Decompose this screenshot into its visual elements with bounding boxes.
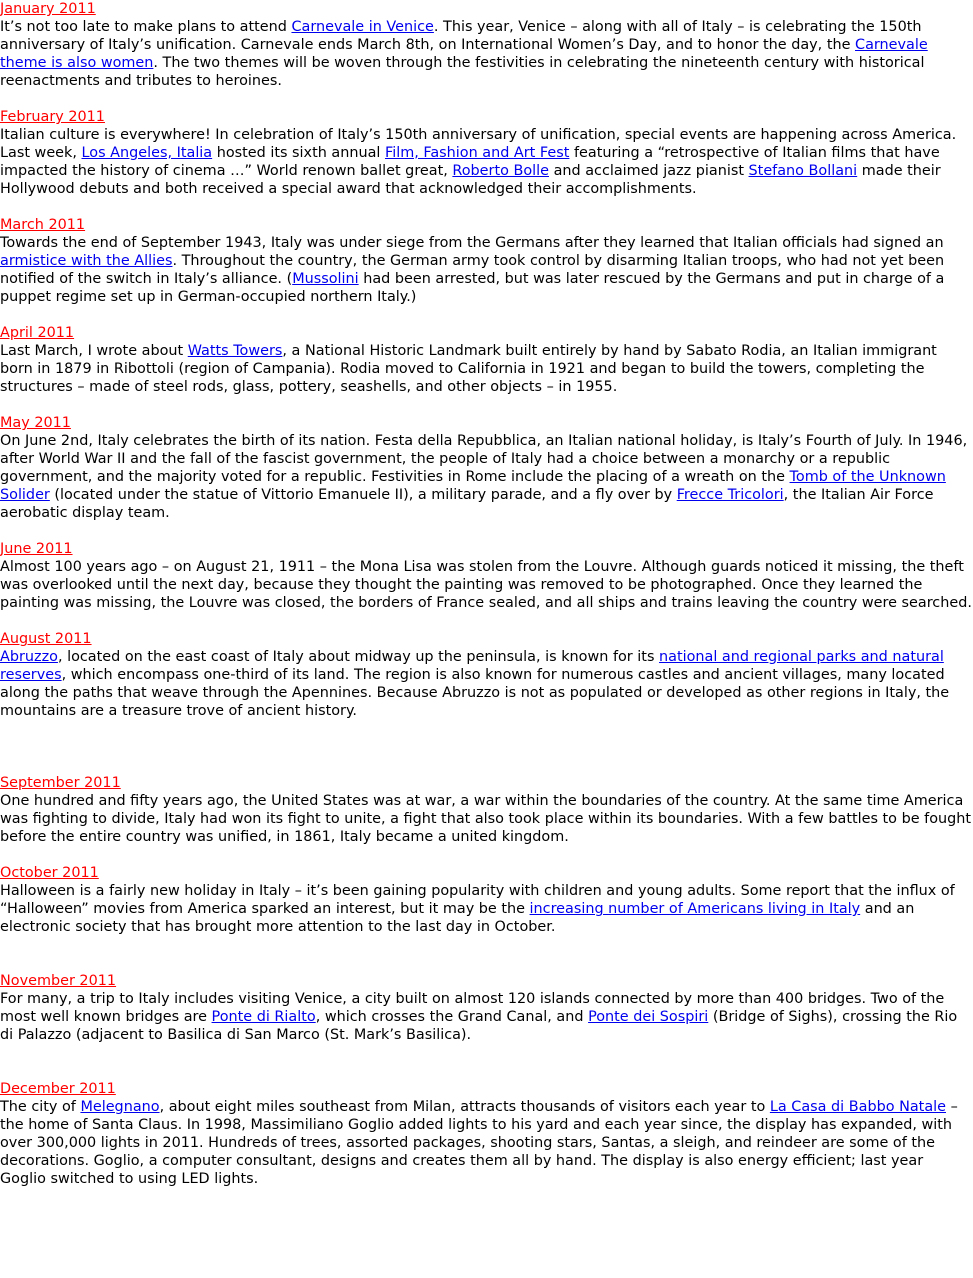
entry-heading-link[interactable]: December 2011 (0, 1081, 116, 1097)
entry-september-2011: September 2011 One hundred and fifty yea… (0, 774, 973, 846)
entry-body-text: Abruzzo, located on the east coast of It… (0, 648, 973, 720)
entry-heading-link[interactable]: November 2011 (0, 973, 117, 989)
entry-heading-link[interactable]: March 2011 (0, 217, 86, 233)
inline-link[interactable]: Los Angeles, Italia (81, 145, 213, 161)
inline-link[interactable]: increasing number of Americans living in… (529, 901, 861, 917)
body-text-run: , which encompass one-third of its land.… (0, 667, 950, 719)
body-text-run: Last March, I wrote about (0, 343, 188, 359)
entry-spacer (0, 90, 973, 108)
body-text-run: featuring a “retrospective of Italian fi… (0, 145, 940, 179)
inline-link[interactable]: Film, Fashion and Art Fest (384, 145, 570, 161)
entry-heading-link[interactable]: October 2011 (0, 865, 99, 881)
entry-april-2011: April 2011 Last March, I wrote about Watt… (0, 324, 973, 396)
entry-body-text: Last March, I wrote about Watts Towers, … (0, 342, 973, 396)
body-text-run: – the home of Santa Claus. In 1998, Mass… (0, 1099, 958, 1187)
entry-heading-link[interactable]: May 2011 (0, 415, 71, 431)
entry-march-2011: March 2011 Towards the end of September … (0, 216, 973, 306)
entry-june-2011: June 2011 Almost 100 years ago – on Augu… (0, 540, 973, 612)
entry-spacer (0, 1044, 973, 1080)
body-text-run: One hundred and fifty years ago, the Uni… (0, 793, 972, 845)
inline-link[interactable]: Carnevale in Venice (291, 19, 434, 35)
inline-link[interactable]: Ponte dei Sospiri (588, 1009, 709, 1025)
entry-november-2011: November 2011 For many, a trip to Italy … (0, 972, 973, 1044)
body-text-run: (located under the statue of Vittorio Em… (49, 487, 677, 503)
inline-link[interactable]: Carnevale theme is also women (0, 37, 928, 71)
body-text-run: . This year, Venice – along with all of … (0, 19, 922, 53)
entry-january-2011: January 2011 It’s not too late to make p… (0, 0, 973, 90)
body-text-run: . Throughout the country, the German arm… (0, 253, 945, 287)
inline-link[interactable]: Melegnano (80, 1099, 160, 1115)
entry-december-2011: December 2011 The city of Melegnano, abo… (0, 1080, 973, 1188)
entry-body-text: Almost 100 years ago – on August 21, 191… (0, 558, 973, 612)
body-text-run: had been arrested, but was later rescued… (0, 271, 945, 305)
entry-spacer (0, 720, 973, 774)
entry-heading-link[interactable]: September 2011 (0, 775, 121, 791)
entry-body-text: For many, a trip to Italy includes visit… (0, 990, 973, 1044)
entry-heading-link[interactable]: August 2011 (0, 631, 92, 647)
body-text-run: (Bridge of Sighs), crossing the Rio di P… (0, 1009, 958, 1043)
entry-spacer (0, 1188, 973, 1224)
entry-may-2011: May 2011 On June 2nd, Italy celebrates t… (0, 414, 973, 522)
body-text-run: . The two themes will be woven through t… (0, 55, 925, 89)
body-text-run: For many, a trip to Italy includes visit… (0, 991, 945, 1025)
article-page: January 2011 It’s not too late to make p… (0, 0, 973, 1224)
entry-body-text: One hundred and fifty years ago, the Uni… (0, 792, 973, 846)
body-text-run: The city of (0, 1099, 81, 1115)
inline-link[interactable]: Stefano Bollani (748, 163, 858, 179)
inline-link[interactable]: Ponte di Rialto (211, 1009, 316, 1025)
body-text-run: Almost 100 years ago – on August 21, 191… (0, 559, 972, 611)
entry-spacer (0, 612, 973, 630)
inline-link[interactable]: Watts Towers (187, 343, 283, 359)
entry-heading-link[interactable]: April 2011 (0, 325, 75, 341)
inline-link[interactable]: Mussolini (292, 271, 359, 287)
entry-spacer (0, 306, 973, 324)
entry-october-2011: October 2011 Halloween is a fairly new h… (0, 864, 973, 936)
entry-body-text: Last week, Los Angeles, Italia hosted it… (0, 144, 973, 198)
entry-body-text: On June 2nd, Italy celebrates the birth … (0, 432, 973, 522)
body-text-run: Towards the end of September 1943, Italy… (0, 235, 944, 251)
inline-link[interactable]: La Casa di Babbo Natale (769, 1099, 946, 1115)
inline-link[interactable]: Frecce Tricolori (676, 487, 784, 503)
inline-link[interactable]: armistice with the Allies (0, 253, 173, 269)
entry-body-text: Italian culture is everywhere! In celebr… (0, 126, 973, 144)
entry-spacer (0, 198, 973, 216)
body-text-run: Halloween is a fairly new holiday in Ita… (0, 883, 955, 917)
entry-body-text: It’s not too late to make plans to atten… (0, 18, 973, 90)
body-text-run: , a National Historic Landmark built ent… (0, 343, 937, 395)
body-text-run: On June 2nd, Italy celebrates the birth … (0, 433, 968, 485)
body-text-run: Italian culture is everywhere! In celebr… (0, 127, 957, 143)
body-text-run: Last week, (0, 145, 82, 161)
entry-heading-link[interactable]: January 2011 (0, 1, 96, 17)
entry-body-text: The city of Melegnano, about eight miles… (0, 1098, 973, 1188)
entry-august-2011: August 2011 Abruzzo, located on the east… (0, 630, 973, 720)
body-text-run: , the Italian Air Force aerobatic displa… (0, 487, 934, 521)
inline-link[interactable]: Tomb of the Unknown Solider (0, 469, 946, 503)
entry-spacer (0, 396, 973, 414)
entry-february-2011: February 2011 Italian culture is everywh… (0, 108, 973, 198)
body-text-run: , which crosses the Grand Canal, and (315, 1009, 589, 1025)
entry-spacer (0, 522, 973, 540)
body-text-run: and an electronic society that has broug… (0, 901, 915, 935)
inline-link[interactable]: national and regional parks and natural … (0, 649, 944, 683)
entry-spacer (0, 846, 973, 864)
entry-heading-link[interactable]: February 2011 (0, 109, 105, 125)
entry-spacer (0, 936, 973, 972)
body-text-run: and acclaimed jazz pianist (549, 163, 749, 179)
body-text-run: , about eight miles southeast from Milan… (159, 1099, 770, 1115)
entry-heading-link[interactable]: June 2011 (0, 541, 73, 557)
body-text-run: , located on the east coast of Italy abo… (57, 649, 660, 665)
entry-body-text: Towards the end of September 1943, Italy… (0, 234, 973, 306)
inline-link[interactable]: Roberto Bolle (452, 163, 549, 179)
inline-link[interactable]: Abruzzo (0, 649, 58, 665)
body-text-run: It’s not too late to make plans to atten… (0, 19, 292, 35)
body-text-run: hosted its sixth annual (212, 145, 385, 161)
body-text-run: made their Hollywood debuts and both rec… (0, 163, 941, 197)
entry-body-text: Halloween is a fairly new holiday in Ita… (0, 882, 973, 936)
